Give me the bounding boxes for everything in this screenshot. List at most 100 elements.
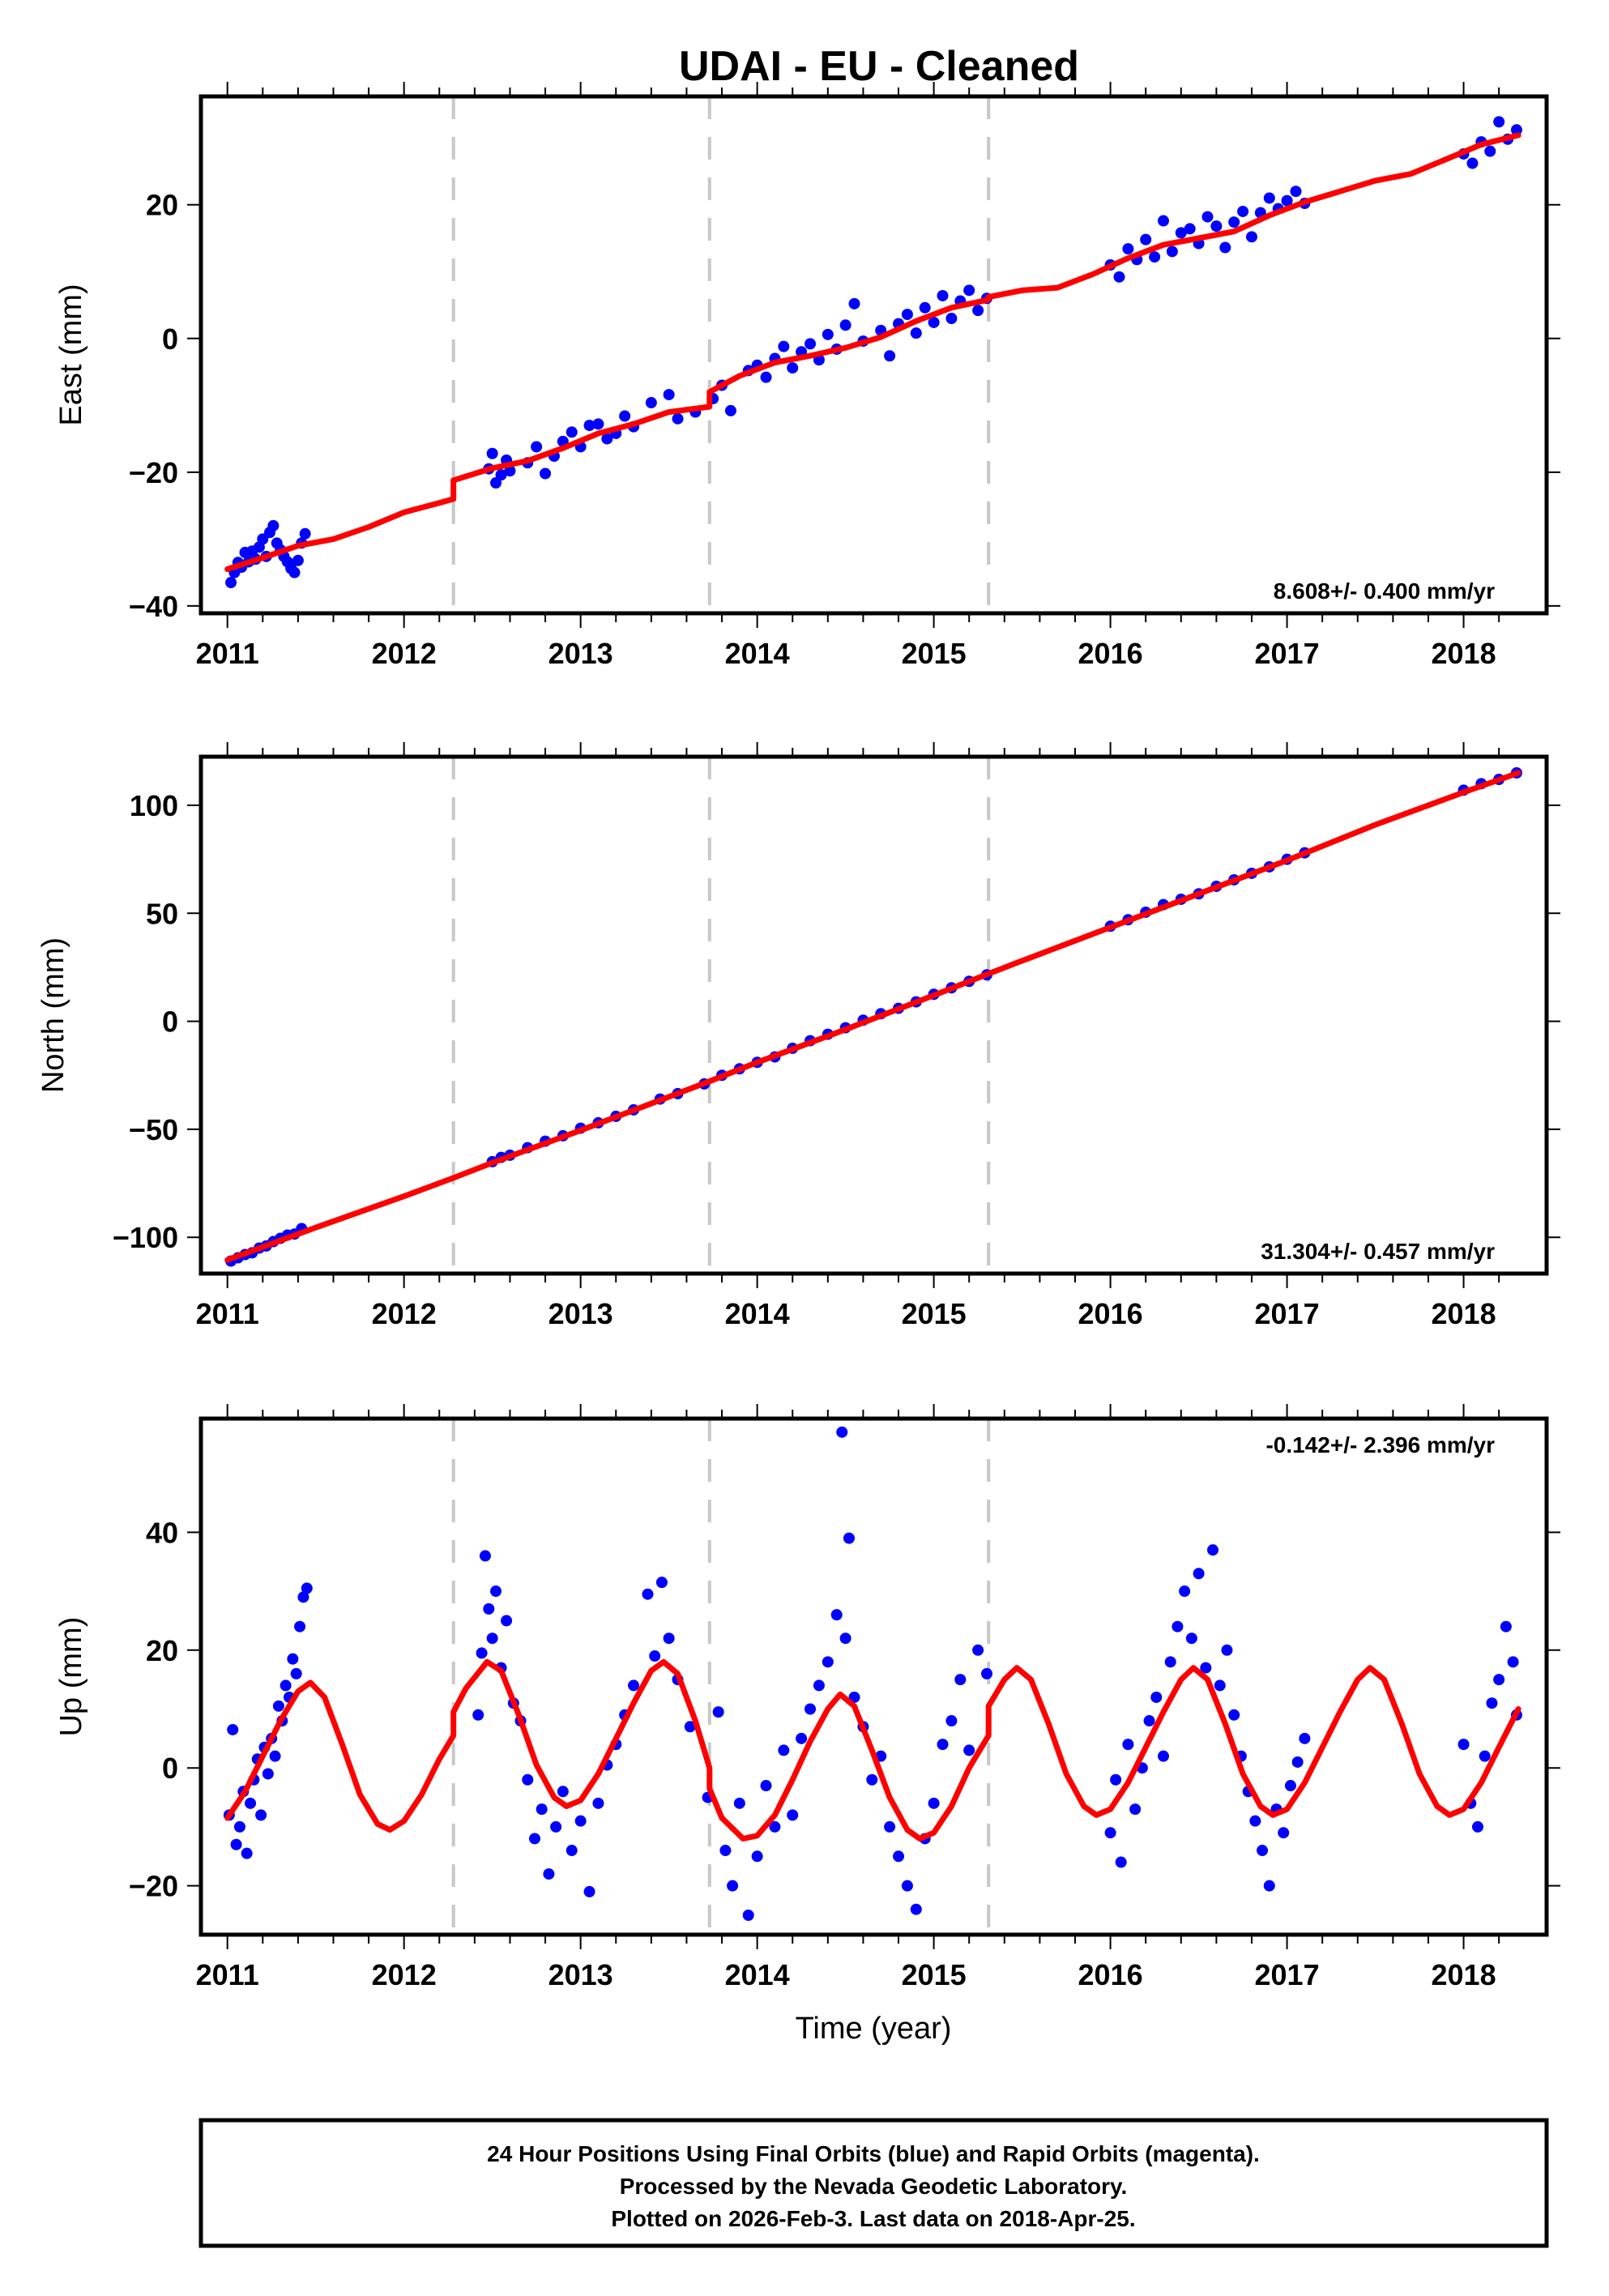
east-observation-point	[963, 284, 975, 297]
up-observation-point	[592, 1797, 604, 1809]
east-panel: 2011 2012 2013 2014 2015 2016 2017 2018 −40 −20 0 2…	[54, 82, 1560, 670]
east-observation-point	[672, 412, 684, 425]
east-observation-point	[1166, 245, 1178, 258]
east-observation-point	[1228, 216, 1240, 228]
up-observation-point	[742, 1910, 754, 1922]
up-observation-point	[1221, 1644, 1233, 1656]
up-observation-point	[536, 1803, 548, 1816]
up-observation-point	[1214, 1679, 1226, 1692]
up-observation-point	[233, 1820, 245, 1833]
up-observation-point	[1278, 1827, 1290, 1839]
up-observation-point	[778, 1744, 790, 1756]
up-observation-point	[1172, 1620, 1184, 1632]
up-observation-point	[1457, 1739, 1470, 1751]
north-frame	[198, 754, 1549, 1276]
up-observation-point	[663, 1632, 675, 1645]
footer-line-orbits: 24 Hour Positions Using Final Orbits (bl…	[487, 2141, 1260, 2166]
east-observation-point	[822, 328, 834, 340]
up-observation-point	[565, 1845, 578, 1857]
up-observation-point	[1486, 1697, 1498, 1709]
up-observation-point	[1110, 1773, 1122, 1786]
east-y-axis-label: East (mm)	[54, 284, 88, 425]
up-observation-point	[255, 1809, 267, 1821]
up-model-line	[224, 1658, 1522, 1841]
up-observation-point	[486, 1632, 498, 1645]
east-observation-point	[937, 289, 949, 301]
east-observation-point	[531, 441, 543, 453]
east-frame	[198, 94, 1549, 616]
east-observation-point	[884, 350, 896, 362]
up-observation-point	[294, 1620, 306, 1632]
east-observation-point	[972, 305, 984, 317]
east-x-tick-label: 2013	[548, 637, 613, 670]
north-model-line	[224, 770, 1522, 1263]
up-observation-point	[1249, 1815, 1261, 1827]
east-x-tick-label: 2011	[196, 637, 259, 670]
east-observation-point	[1140, 233, 1152, 245]
up-observation-point	[1179, 1585, 1191, 1598]
north-x-tick-label: 2017	[1255, 1297, 1320, 1330]
up-observation-point	[642, 1588, 654, 1600]
up-observation-point	[287, 1653, 299, 1665]
footer-line-processed: Processed by the Nevada Geodetic Laborat…	[620, 2174, 1128, 2199]
up-observation-point	[910, 1903, 922, 1915]
up-observation-point	[1193, 1568, 1205, 1580]
east-observation-point	[760, 371, 772, 383]
east-observation-point	[299, 527, 311, 540]
up-observation-point	[1471, 1820, 1483, 1833]
east-y-tick-label: 20	[146, 189, 178, 222]
up-observation-point	[937, 1739, 949, 1751]
east-x-tick-label: 2012	[372, 637, 437, 670]
north-y-tick-label: 50	[146, 897, 178, 930]
north-x-tick-label: 2015	[902, 1297, 967, 1330]
east-observation-point	[1149, 251, 1161, 263]
east-x-tick-label: 2014	[725, 637, 790, 670]
footer-box: 24 Hour Positions Using Final Orbits (bl…	[198, 2118, 1549, 2248]
east-observation-point	[225, 577, 237, 589]
east-observation-point	[1484, 145, 1496, 157]
east-y-tick-label: −40	[129, 590, 178, 623]
up-observation-point	[804, 1703, 817, 1715]
east-observation-point	[1237, 205, 1249, 217]
up-observation-point	[1493, 1674, 1505, 1686]
north-x-tick-label: 2014	[725, 1297, 790, 1330]
east-observation-point	[504, 465, 516, 477]
up-x-tick-label: 2018	[1432, 1958, 1496, 1991]
east-observation-point	[592, 418, 604, 430]
up-observation-point	[262, 1768, 274, 1780]
up-observation-point	[490, 1585, 502, 1598]
up-y-tick-label: 40	[146, 1516, 178, 1549]
up-observation-point	[830, 1609, 843, 1621]
east-x-tick-label: 2018	[1432, 637, 1496, 670]
north-x-tick-label: 2016	[1078, 1297, 1143, 1330]
east-observation-point	[1210, 220, 1223, 233]
east-observation-point	[778, 340, 790, 352]
up-observation-point	[1500, 1620, 1512, 1632]
up-observation-point	[1228, 1709, 1240, 1721]
east-observation-point	[601, 433, 613, 445]
east-observation-point	[787, 362, 799, 374]
up-x-tick-label: 2011	[196, 1958, 259, 1991]
up-observation-point	[522, 1773, 534, 1786]
north-y-tick-label: 100	[130, 789, 178, 822]
east-observation-point	[645, 397, 657, 409]
up-observation-point	[1115, 1856, 1127, 1868]
up-observation-point	[280, 1679, 292, 1692]
up-observation-point	[583, 1885, 595, 1897]
up-observation-point	[269, 1750, 281, 1762]
north-panel: 2011 2012 2013 2014 2015 2016 2017 2018 −100 −50 0…	[36, 742, 1560, 1330]
up-rate-annotation: -0.142+/- 2.396 mm/yr	[1265, 1432, 1495, 1457]
up-observation-point	[472, 1709, 484, 1721]
up-observation-point	[655, 1577, 668, 1589]
up-observation-point	[928, 1797, 940, 1809]
up-observation-point	[1299, 1732, 1311, 1744]
east-observation-point	[1122, 243, 1134, 255]
up-observation-point	[1291, 1756, 1304, 1768]
up-observation-point	[528, 1833, 540, 1845]
up-observation-point	[822, 1656, 834, 1668]
east-observation-point	[486, 447, 498, 459]
up-observation-point	[796, 1732, 808, 1744]
up-observation-point	[893, 1850, 905, 1863]
up-observation-point	[574, 1815, 587, 1827]
